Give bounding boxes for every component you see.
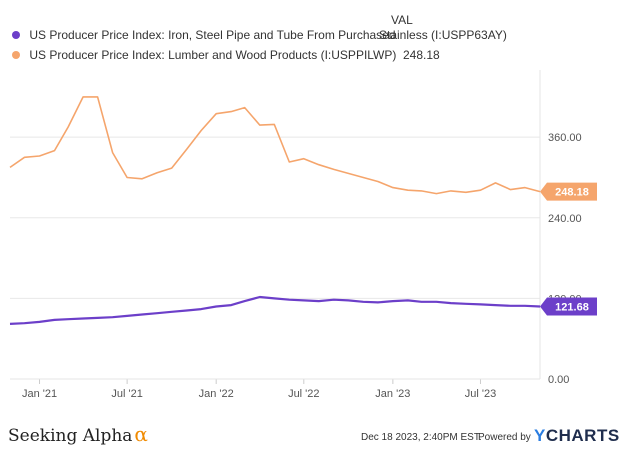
legend-label-lumber: US Producer Price Index: Lumber and Wood… xyxy=(29,48,397,62)
y-tick-label: 360.00 xyxy=(548,132,582,144)
x-tick-label: Jan '23 xyxy=(375,388,410,400)
end-value-labels: 248.18 121.68 xyxy=(540,182,597,316)
series-line-steel-pipe xyxy=(9,295,541,325)
y-tick-label: 0.00 xyxy=(548,374,569,386)
legend-value-steel-pipe: Stainless (I:USPP63AY) xyxy=(379,28,507,42)
series-lines xyxy=(9,96,541,325)
x-tick-label: Jul '22 xyxy=(288,388,319,400)
series-line-lumber xyxy=(9,96,541,195)
x-tick-label: Jan '22 xyxy=(199,388,234,400)
end-label-text: 121.68 xyxy=(555,301,589,313)
legend-label-steel-pipe: US Producer Price Index: Iron, Steel Pip… xyxy=(29,28,396,42)
x-tick-label: Jul '21 xyxy=(111,388,142,400)
seeking-alpha-logo[interactable]: Seeking Alpha α xyxy=(8,422,148,446)
ycharts-logo[interactable]: YCHARTS xyxy=(534,426,620,446)
legend-marker-lumber xyxy=(12,51,20,59)
x-axis-ticks: Jan '21 Jul '21 Jan '22 Jul '22 Jan '23 Jul '… xyxy=(22,388,496,400)
alpha-symbol-icon: α xyxy=(134,422,148,446)
powered-by-label: Powered by xyxy=(478,432,531,443)
y-tick-label: 240.00 xyxy=(548,213,582,225)
chart-footer: Seeking Alpha α Dec 18 2023, 2:40PM EST. … xyxy=(0,408,635,450)
brand-text: Seeking Alpha xyxy=(8,426,133,446)
legend-value-header: VAL xyxy=(391,13,413,27)
chart-legend: VAL US Producer Price Index: Iron, Steel… xyxy=(0,0,635,70)
legend-marker-steel-pipe xyxy=(12,31,20,39)
end-label-box xyxy=(540,182,597,201)
legend-value-lumber: 248.18 xyxy=(403,48,440,62)
end-label-text: 248.18 xyxy=(555,187,589,199)
x-tick-label: Jul '23 xyxy=(465,388,496,400)
plot-background xyxy=(10,70,540,379)
end-label-box xyxy=(540,297,597,316)
timestamp: Dec 18 2023, 2:40PM EST. xyxy=(361,432,482,443)
x-grid-lines xyxy=(39,379,481,384)
x-tick-label: Jan '21 xyxy=(22,388,57,400)
ycharts-rest: CHARTS xyxy=(545,426,620,445)
legend-item-lumber[interactable]: US Producer Price Index: Lumber and Wood… xyxy=(12,48,440,66)
legend-item-steel-pipe[interactable]: US Producer Price Index: Iron, Steel Pip… xyxy=(12,28,507,46)
ycharts-y: Y xyxy=(534,426,546,445)
